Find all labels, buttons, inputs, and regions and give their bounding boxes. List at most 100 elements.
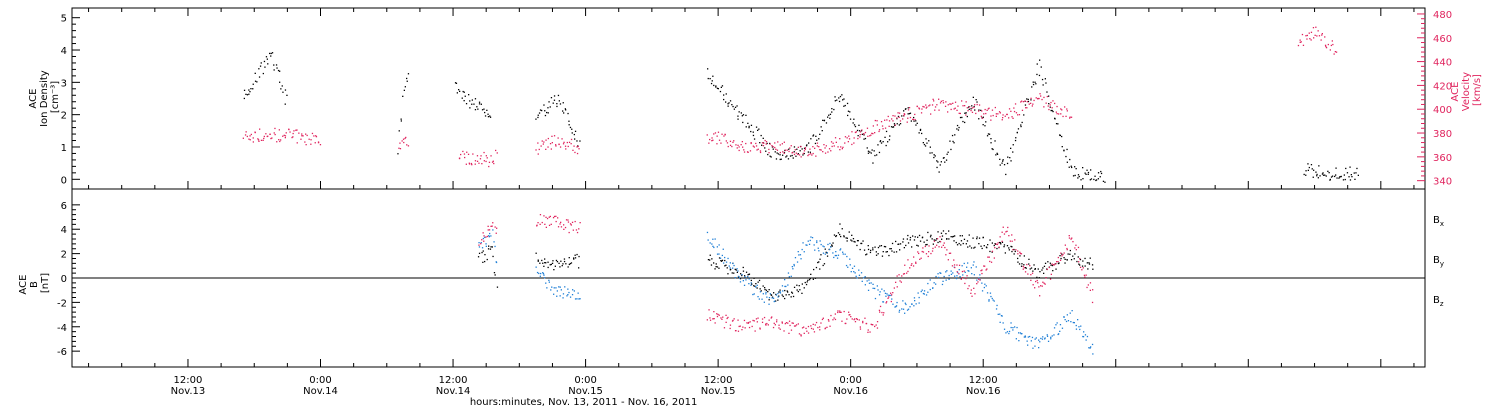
data-point [750,130,752,133]
data-point [928,140,930,142]
data-point [743,319,746,322]
data-point [537,142,539,144]
data-point [1048,95,1050,97]
data-point [895,305,897,308]
data-point [846,237,848,239]
data-point [905,108,907,110]
data-point [464,95,466,97]
data-point [953,264,956,266]
data-point [733,272,735,274]
data-point [779,144,781,146]
data-point [731,145,733,148]
data-point [1354,178,1356,180]
data-point [1305,174,1307,176]
data-point [495,232,497,234]
velocity-axis-tick-label: 460 [1433,34,1452,45]
data-point [1020,124,1022,126]
data-point [778,324,780,326]
data-point [1077,256,1079,258]
data-point [1041,98,1043,101]
data-point [1031,336,1034,339]
data-point [717,88,719,90]
data-point [489,115,491,117]
data-point [921,108,923,110]
data-point [756,284,758,286]
data-point [296,142,298,144]
data-point [859,131,862,133]
data-point [872,125,874,127]
data-point [281,85,283,87]
data-point [248,93,250,95]
data-point [242,137,244,139]
data-point [776,152,778,154]
data-point [981,110,983,112]
data-point [807,279,809,281]
data-point [707,77,709,80]
data-point [1019,252,1022,255]
data-point [829,117,831,119]
data-point [932,98,934,100]
legend-entry-name: B [1433,295,1440,306]
data-point [1349,166,1351,168]
data-point [725,264,727,266]
data-point [1327,43,1329,46]
data-point [1059,330,1061,332]
data-point [537,153,539,155]
data-point [1013,248,1015,251]
data-point [759,291,762,293]
data-point [748,326,751,329]
data-point [1072,241,1074,243]
data-point [262,72,264,75]
data-point [774,151,776,153]
data-point [970,247,973,249]
data-point [1002,226,1004,228]
data-point [1001,231,1003,233]
data-point [544,258,546,260]
data-point [1316,175,1318,177]
data-point [981,272,983,275]
data-point [554,265,556,267]
data-point [725,101,727,103]
data-point [753,138,756,140]
data-point [855,275,857,277]
data-point [879,245,881,247]
data-point [736,268,738,270]
data-point [492,229,494,231]
data-point [483,160,485,162]
data-point [944,105,947,107]
data-point [565,148,567,150]
data-point [733,264,735,267]
data-point [999,242,1001,244]
data-point [942,244,944,246]
data-point [252,88,254,90]
data-point [745,279,747,281]
data-point [777,292,779,295]
data-point [913,239,916,241]
data-point [981,117,984,119]
data-point [1090,169,1092,171]
data-point [933,100,935,102]
data-point [1013,110,1016,113]
data-point [1074,253,1076,255]
data-point [758,128,760,130]
legend-entry: Bz [1433,295,1444,308]
data-point [825,145,827,147]
data-point [732,262,734,265]
data-point [902,308,905,310]
data-point [568,263,570,266]
data-point [1029,265,1031,267]
data-point [718,253,720,255]
data-point [1061,135,1063,138]
data-point [1313,169,1315,171]
data-point [816,142,819,144]
data-point [822,245,824,247]
data-point [1002,114,1004,116]
data-point [1321,33,1323,35]
data-point [848,138,851,140]
data-point [308,138,310,140]
data-point [725,314,727,316]
data-point [1034,268,1036,270]
data-point [542,273,545,275]
data-point [932,243,934,245]
data-point [976,283,978,285]
